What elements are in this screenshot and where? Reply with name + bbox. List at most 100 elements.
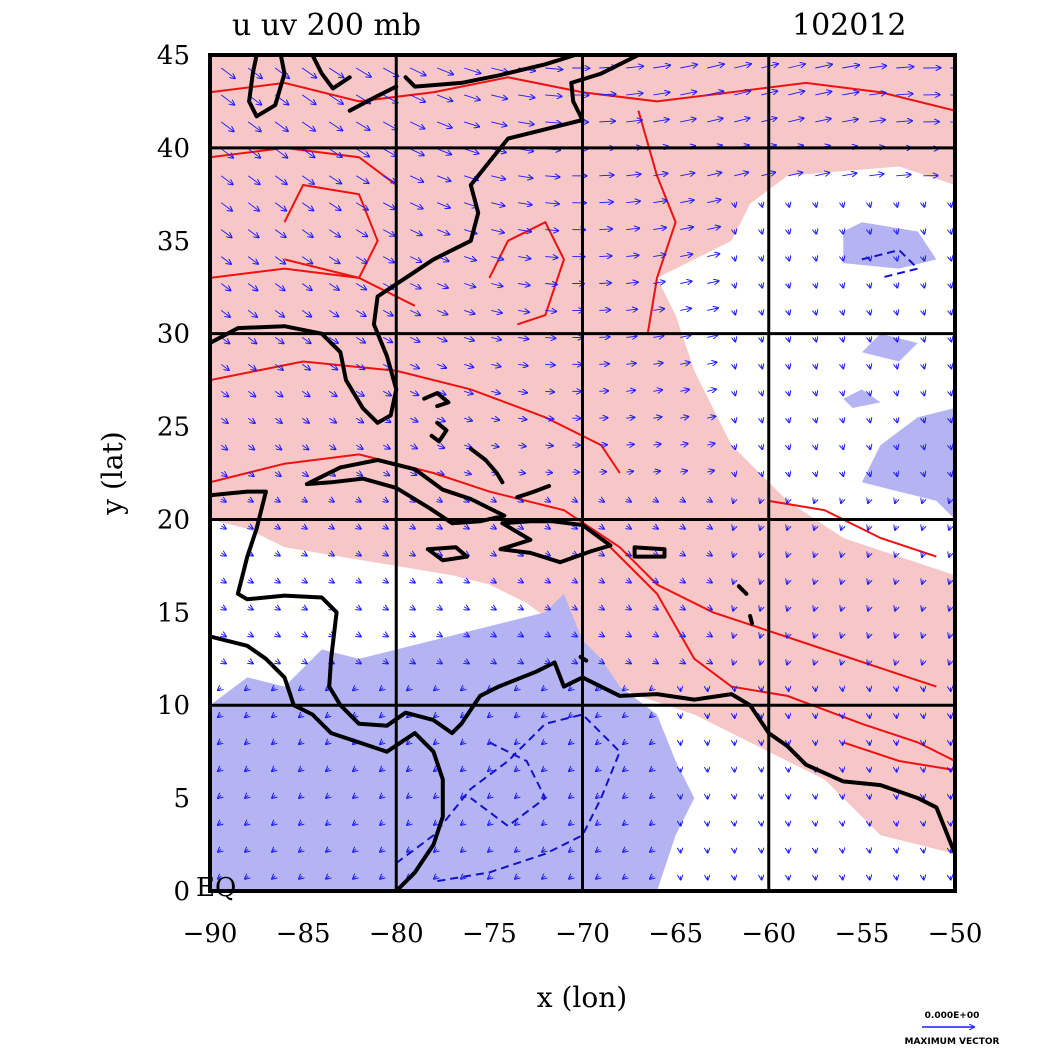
wind-vector — [407, 688, 410, 691]
wind-vector — [274, 202, 286, 211]
wind-vector — [733, 553, 734, 557]
wind-vector — [488, 768, 491, 771]
wind-vector — [299, 768, 302, 771]
wind-vector — [301, 363, 310, 370]
wind-vector — [868, 607, 869, 611]
wind-vector — [542, 795, 545, 798]
wind-vector — [410, 607, 415, 610]
wind-vector — [410, 472, 416, 475]
wind-vector — [923, 364, 924, 368]
wind-vector — [545, 337, 555, 338]
wind-vector — [247, 148, 260, 158]
wind-vector — [491, 364, 500, 366]
wind-vector — [733, 607, 734, 611]
wind-vector — [896, 203, 897, 207]
wind-vector — [464, 337, 474, 340]
y-tick-label: 0 — [173, 877, 190, 907]
wind-vector — [626, 607, 631, 610]
x-tick-label: −55 — [834, 919, 889, 949]
wind-vector — [896, 230, 897, 234]
coastline-9 — [468, 446, 505, 485]
wind-vector — [896, 94, 912, 95]
wind-vector — [922, 580, 923, 584]
wind-vector-field — [218, 64, 955, 880]
wind-vector — [599, 337, 609, 338]
wind-vector — [815, 173, 829, 176]
wind-vector — [302, 634, 307, 637]
wind-vector — [491, 607, 496, 610]
wind-vector — [815, 337, 816, 341]
wind-vector — [895, 553, 896, 557]
wind-vector — [734, 203, 735, 207]
coastline-4 — [498, 519, 613, 565]
wind-vector — [599, 499, 604, 502]
wind-vector — [896, 472, 897, 476]
wind-vector — [949, 634, 950, 638]
wind-vector — [733, 580, 734, 584]
wind-vector — [653, 119, 669, 122]
wind-vector — [545, 310, 556, 311]
wind-vector — [518, 418, 526, 419]
wind-vector — [299, 876, 302, 879]
wind-vector — [842, 364, 843, 368]
wind-vector — [707, 118, 722, 122]
wind-vector — [326, 768, 329, 771]
wind-vector — [491, 634, 496, 637]
wind-vector — [814, 499, 815, 503]
wind-vector — [464, 391, 473, 394]
wind-vector — [950, 257, 951, 261]
wind-vector — [680, 580, 685, 583]
wind-vector — [868, 553, 869, 557]
wind-vector — [788, 391, 789, 395]
wind-vector — [355, 283, 366, 290]
map-date: 102012 — [792, 8, 907, 43]
wind-vector — [274, 256, 285, 264]
wind-vector — [464, 257, 476, 261]
wind-vector — [707, 526, 712, 529]
wind-vector — [869, 120, 885, 122]
wind-vector — [623, 768, 626, 771]
wind-vector — [707, 553, 712, 556]
wind-vector — [491, 121, 506, 126]
wind-vector — [329, 580, 334, 583]
wind-vector — [545, 634, 550, 637]
wind-vector — [301, 418, 309, 423]
wind-vector — [842, 203, 843, 207]
wind-vector — [491, 67, 508, 72]
wind-vector — [302, 553, 307, 556]
wind-vector — [653, 390, 662, 392]
wind-vector — [464, 499, 469, 502]
wind-vector — [491, 499, 496, 502]
wind-vector — [680, 661, 685, 664]
wind-vector — [518, 257, 530, 259]
wind-vector — [842, 284, 843, 288]
wind-vector — [626, 120, 642, 122]
wind-vector — [301, 310, 311, 316]
wind-vector — [680, 65, 697, 68]
wind-vector — [355, 175, 368, 183]
wind-vector — [707, 416, 715, 418]
wind-vector — [518, 499, 523, 502]
x-tick-label: −80 — [369, 919, 424, 949]
wind-vector — [841, 553, 842, 557]
wind-vector — [572, 634, 577, 637]
wind-vector — [815, 418, 816, 422]
wind-vector — [569, 795, 572, 798]
wind-vector — [464, 634, 469, 637]
wind-vector — [842, 418, 843, 422]
wind-vector — [815, 391, 816, 395]
x-tick-label: −70 — [555, 919, 610, 949]
wind-vector — [842, 391, 843, 395]
negative-region-3 — [861, 408, 955, 520]
wind-vector — [407, 822, 410, 825]
wind-vector — [569, 715, 572, 718]
wind-vector — [653, 417, 661, 418]
wind-vector — [301, 390, 309, 396]
wind-vector — [545, 230, 558, 231]
y-tick-labels: 0 5 10 15 20 25 30 35 40 45 — [157, 41, 190, 907]
positive-contour-1 — [210, 146, 397, 186]
y-tick-label: 10 — [157, 691, 190, 721]
wind-vector — [572, 607, 577, 610]
wind-vector — [653, 444, 660, 445]
wind-vector — [518, 176, 532, 178]
